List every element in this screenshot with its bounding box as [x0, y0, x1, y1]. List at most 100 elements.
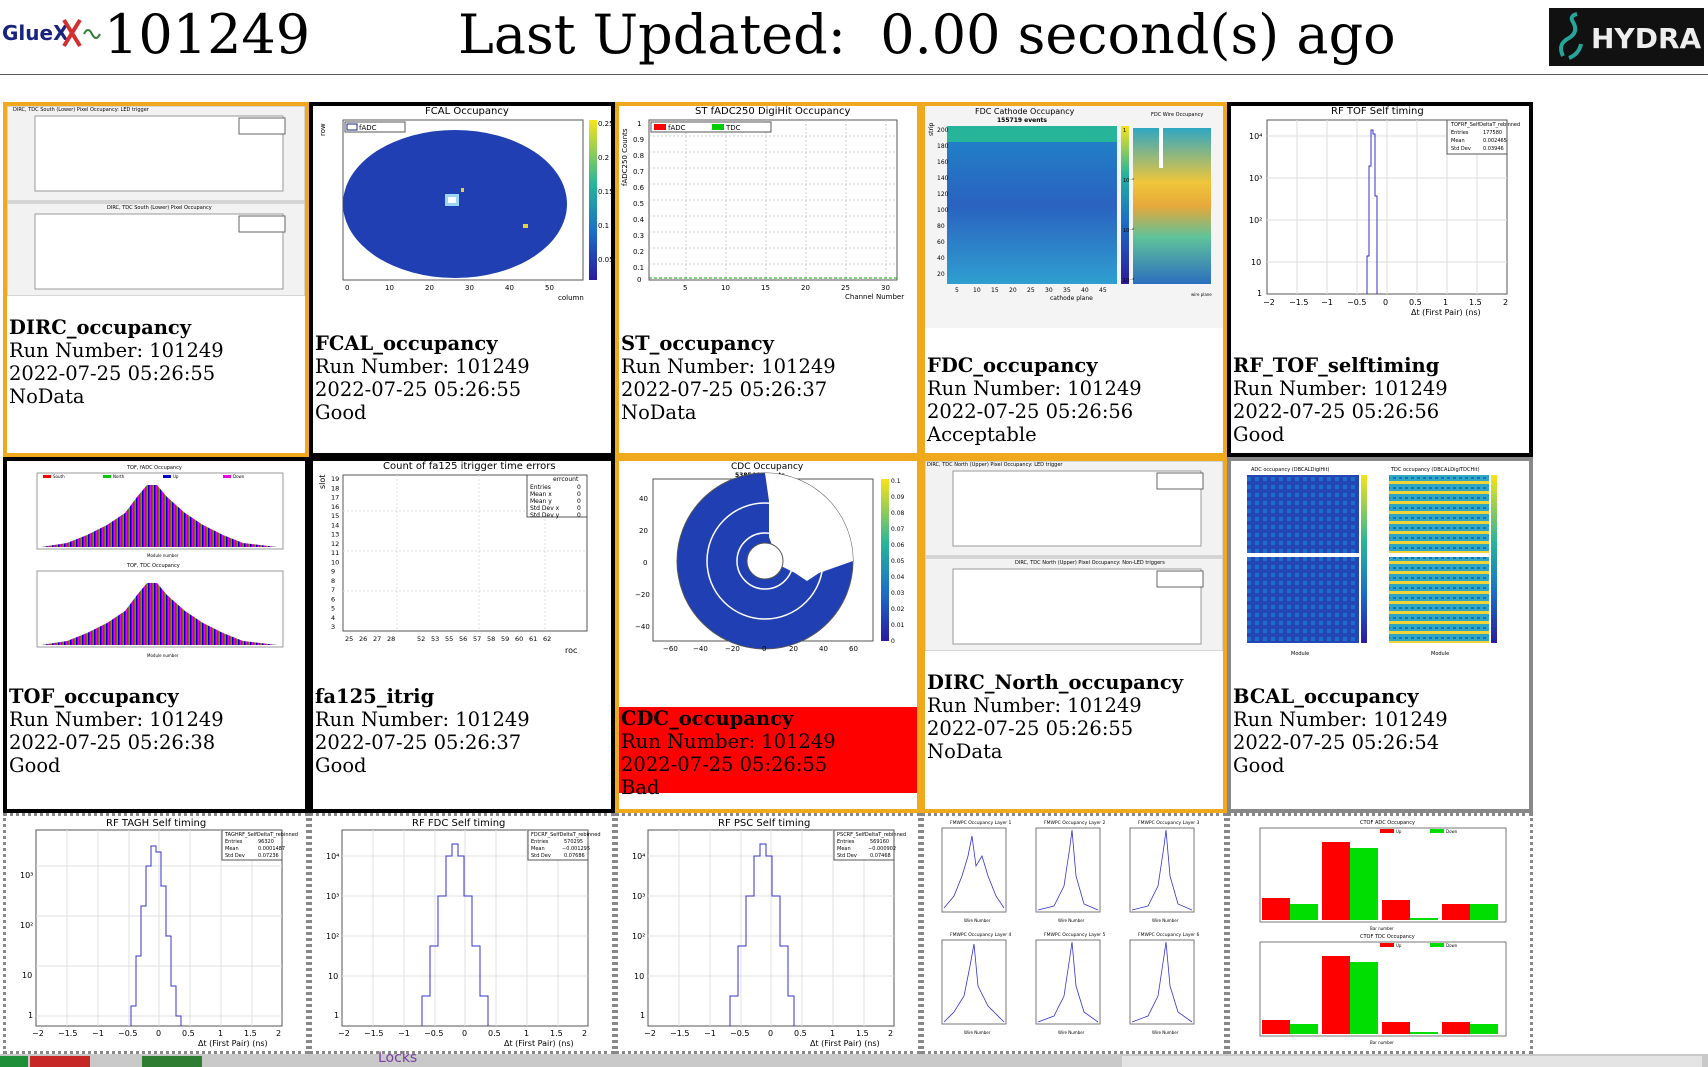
panel-rf-psc-selftiming[interactable]: RF PSC Self timing PSCRF_SelfDeltaT_rebi… [615, 813, 921, 1054]
fmwpc-x-label: Wire Number [964, 1030, 991, 1035]
tof-occupancy-plot[interactable]: TOF, fADC Occupancy South North Up Down … [7, 461, 305, 661]
dirc-south-title-2: DIRC, TDC South (Lower) Pixel Occupancy [107, 205, 212, 211]
panel-name: ST_occupancy [621, 332, 774, 355]
st-y-tick: 1 [637, 120, 641, 128]
fdc-z-tick: 10⁻¹ [1123, 178, 1134, 184]
st-y-tick: 0.6 [633, 184, 645, 192]
panel-dirc-occupancy[interactable]: DIRC, TDC South (Lower) Pixel Occupancy:… [3, 102, 309, 457]
st-y-label: fADC250 Counts [621, 128, 629, 186]
rf-fdc-x-tick: 1 [524, 1029, 529, 1038]
fa125-stat-label: Std Dev y [530, 512, 560, 519]
fcal-occupancy-plot[interactable]: FCAL Occupancy fADC 0.25 0.2 0.15 0.1 0.… [313, 106, 611, 306]
panel-fa125-itrig[interactable]: Count of fa125 itrigger time errors errc… [309, 457, 615, 813]
run-number-heading: 101249 [104, 3, 311, 66]
rf-tof-x-tick: −2 [1263, 298, 1275, 307]
rf-psc-y-tick: 10³ [632, 892, 645, 901]
rf-tagh-stat-stddev: 0.07236 [258, 853, 279, 859]
panel-bcal-occupancy[interactable]: ADC occupancy (DBCALDigiHit) TDC occupan… [1227, 457, 1533, 813]
taskbar-red-item[interactable] [30, 1056, 90, 1067]
panel-status: Good [1233, 754, 1285, 777]
fmwpc-title: FMWPC Occupancy Layer 3 [1138, 820, 1200, 826]
st-occupancy-plot[interactable]: ST fADC250 DigiHit Occupancy fADC TDC 1 … [619, 106, 917, 306]
panel-ctof-occupancy[interactable]: CTOF ADC Occupancy Up Down Bar number CT… [1227, 813, 1533, 1054]
fa125-y-label: slot [318, 475, 327, 489]
panel-dirc-north-occupancy[interactable]: DIRC, TDC North (Upper) Pixel Occupancy:… [921, 457, 1227, 813]
rf-tagh-y-tick: 10³ [20, 871, 33, 880]
panel-fcal-occupancy[interactable]: FCAL Occupancy fADC 0.25 0.2 0.15 0.1 0.… [309, 102, 615, 457]
taskbar-green-item[interactable] [0, 1056, 28, 1067]
rf-tof-plot[interactable]: RF TOF Self timing TOFRF_SelfDeltaT_rebi… [1231, 106, 1529, 328]
bcal-occupancy-plot[interactable]: ADC occupancy (DBCALDigiHit) TDC occupan… [1231, 461, 1529, 661]
panel-rf-tagh-selftiming[interactable]: RF TAGH Self timing TAGHRF_SelfDeltaT_re… [3, 813, 309, 1054]
dirc-south-plot[interactable]: DIRC, TDC South (Lower) Pixel Occupancy:… [7, 106, 305, 296]
rf-tagh-x-tick: 0 [156, 1029, 161, 1038]
fa125-y-tick: 4 [331, 614, 335, 622]
panel-info: FCAL_occupancy Run Number: 101249 2022-0… [315, 332, 530, 424]
rf-tof-x-tick: 1 [1443, 298, 1448, 307]
rf-fdc-y-tick: 10² [326, 932, 339, 941]
rf-psc-x-tick: 0 [768, 1029, 773, 1038]
panel-name: DIRC_North_occupancy [927, 671, 1184, 694]
panel-run-number: Run Number: 101249 [1233, 377, 1448, 400]
rf-tof-x-tick: 0 [1383, 298, 1388, 307]
fa125-itrig-plot[interactable]: Count of fa125 itrigger time errors errc… [313, 461, 611, 661]
panel-rf-tof-selftiming[interactable]: RF TOF Self timing TOFRF_SelfDeltaT_rebi… [1227, 102, 1533, 457]
rf-fdc-title: RF FDC Self timing [412, 818, 505, 829]
dirc-north-plot[interactable]: DIRC, TDC North (Upper) Pixel Occupancy:… [925, 461, 1223, 651]
rf-fdc-x-tick: 1.5 [550, 1029, 563, 1038]
fdc-y-tick: 120 [937, 191, 949, 198]
panel-info: fa125_itrig Run Number: 101249 2022-07-2… [315, 685, 530, 777]
fcal-y-label: row [319, 123, 327, 136]
ctof-occupancy-plot[interactable]: CTOF ADC Occupancy Up Down Bar number CT… [1230, 816, 1530, 1051]
fdc-x-tick: 40 [1081, 287, 1089, 294]
st-y-tick: 0.9 [633, 136, 644, 144]
rf-fdc-plot[interactable]: RF FDC Self timing FDCRF_SelfDeltaT_rebi… [312, 816, 612, 1051]
rf-tagh-plot[interactable]: RF TAGH Self timing TAGHRF_SelfDeltaT_re… [6, 816, 306, 1051]
panel-fmwpc-occupancy[interactable]: FMWPC Occupancy Layer 1 FMWPC Occupancy … [921, 813, 1227, 1054]
panel-cdc-occupancy[interactable]: CDC Occupancy 538546 events 0.1 0.09 0.0… [615, 457, 921, 813]
tof-x-label: Module number [147, 553, 179, 558]
fa125-y-tick: 6 [331, 595, 335, 603]
rf-tagh-stat-label: Std Dev [225, 853, 245, 859]
rf-psc-plot[interactable]: RF PSC Self timing PSCRF_SelfDeltaT_rebi… [618, 816, 918, 1051]
rf-psc-x-tick: −0.5 [730, 1029, 749, 1038]
cdc-z-tick: 0.1 [891, 478, 901, 485]
rf-tagh-stat-entries: 96320 [258, 839, 274, 845]
fcal-legend: fADC [359, 124, 377, 132]
fmwpc-x-label: Wire Number [1058, 918, 1085, 923]
panel-timestamp: 2022-07-25 05:26:37 [315, 731, 522, 754]
rf-tof-y-tick: 10³ [1249, 174, 1262, 183]
rf-psc-stat-entries: 569160 [870, 839, 889, 845]
rf-tof-x-tick: −0.5 [1347, 298, 1366, 307]
fcal-z-tick: 0.2 [598, 154, 609, 162]
rf-tagh-x-tick: 1 [218, 1029, 223, 1038]
fcal-x-tick: 40 [505, 284, 514, 292]
rf-fdc-stat-label: Std Dev [531, 853, 551, 859]
panel-st-occupancy[interactable]: ST fADC250 DigiHit Occupancy fADC TDC 1 … [615, 102, 921, 457]
cdc-x-tick: −20 [725, 645, 740, 653]
fmwpc-occupancy-plot[interactable]: FMWPC Occupancy Layer 1 FMWPC Occupancy … [924, 816, 1224, 1051]
ctof-adc-title: CTOF ADC Occupancy [1360, 820, 1415, 826]
rf-fdc-y-tick: 10 [328, 972, 338, 981]
fa125-x-tick: 59 [501, 635, 509, 643]
panel-status: Good [1233, 423, 1285, 446]
fcal-x-label: column [558, 294, 584, 302]
taskbar-green-item[interactable] [142, 1056, 202, 1067]
fmwpc-title: FMWPC Occupancy Layer 4 [950, 932, 1012, 938]
header-bar: GlueX 101249 Last Updated: 0.00 second(s… [0, 0, 1708, 75]
fa125-x-tick: 28 [387, 635, 395, 643]
panel-rf-fdc-selftiming[interactable]: RF FDC Self timing FDCRF_SelfDeltaT_rebi… [309, 813, 615, 1054]
fcal-z-tick: 0.05 [598, 256, 611, 264]
rf-tagh-stat-mean: 0.0001487 [258, 846, 285, 852]
fdc-occupancy-plot[interactable]: FDC Cathode Occupancy 155719 events FDC … [925, 106, 1223, 328]
st-x-tick: 5 [683, 284, 687, 292]
panel-tof-occupancy[interactable]: TOF, fADC Occupancy South North Up Down … [3, 457, 309, 813]
cdc-y-tick: 40 [639, 495, 648, 503]
cdc-occupancy-plot[interactable]: CDC Occupancy 538546 events 0.1 0.09 0.0… [619, 461, 917, 661]
cdc-z-tick: 0.01 [891, 622, 905, 629]
st-y-tick: 0 [637, 276, 641, 284]
locks-link[interactable]: Locks [378, 1050, 418, 1066]
fa125-stat-entries: 0 [577, 484, 581, 491]
panel-run-number: Run Number: 101249 [621, 730, 836, 753]
panel-fdc-occupancy[interactable]: FDC Cathode Occupancy 155719 events FDC … [921, 102, 1227, 457]
